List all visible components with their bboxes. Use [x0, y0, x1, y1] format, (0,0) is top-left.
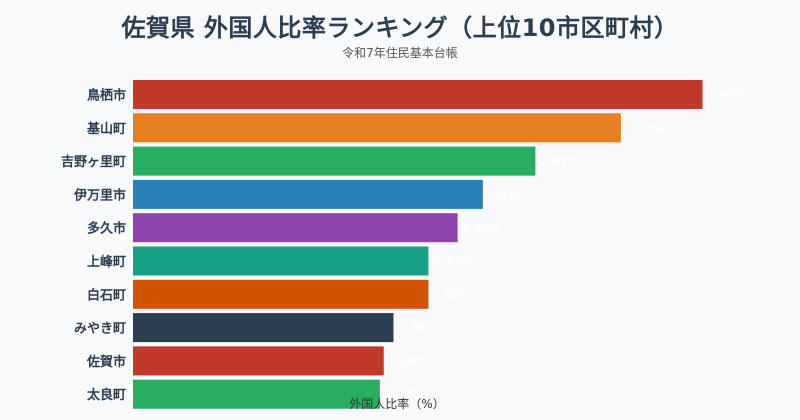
category-label: 太良町: [86, 387, 126, 403]
bar-10: [133, 379, 380, 409]
value-label: 1.67%: [463, 222, 501, 235]
chart-title: 佐賀県 外国人比率ランキング（上位10市区町村）: [121, 14, 679, 42]
category-label: みやき町: [74, 322, 126, 337]
bar-8: [133, 313, 394, 343]
value-label: 1.29%: [389, 355, 427, 368]
category-label: 佐賀市: [86, 354, 126, 370]
category-label: 白石町: [87, 287, 126, 303]
value-label: 2.07%: [540, 155, 578, 168]
value-label: 2.51%: [626, 122, 664, 135]
category-label: 多久市: [87, 221, 126, 237]
x-axis-label: 外国人比率（%）: [349, 396, 444, 411]
bar-4: [133, 179, 483, 209]
bar-7: [133, 279, 429, 309]
bar-5: [133, 213, 458, 243]
value-label: 1.34%: [398, 322, 436, 335]
bar-6: [133, 246, 429, 276]
bar-2: [133, 113, 621, 143]
value-label: 1.52%: [433, 255, 471, 268]
category-label: 伊万里市: [73, 187, 126, 203]
bar-1: [133, 80, 703, 109]
value-label: 1.8%: [488, 188, 519, 201]
category-label: 吉野ヶ里町: [61, 155, 126, 170]
bar-3: [133, 146, 536, 176]
chart-subtitle: 令和7年住民基本台帳: [342, 46, 458, 60]
value-label: 1.27%: [385, 388, 423, 401]
category-label: 基山町: [86, 121, 126, 137]
value-label: 2.93%: [708, 89, 746, 102]
value-label: 1.52%: [433, 288, 471, 301]
category-label: 鳥栖市: [87, 88, 126, 104]
category-label: 上峰町: [87, 254, 126, 270]
bar-9: [133, 346, 384, 376]
